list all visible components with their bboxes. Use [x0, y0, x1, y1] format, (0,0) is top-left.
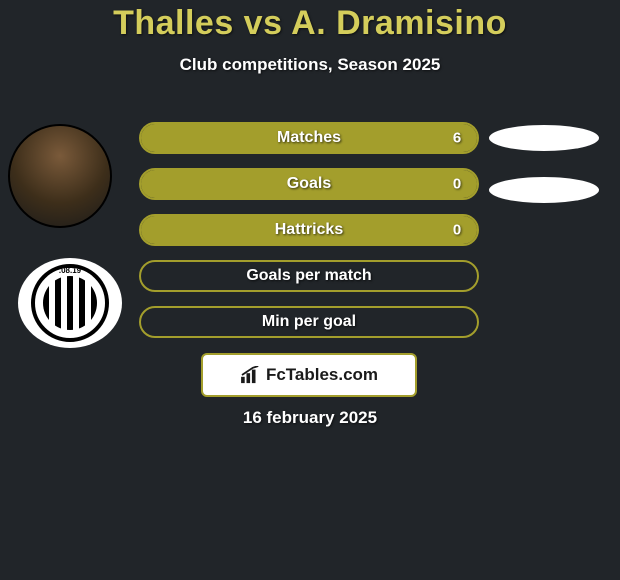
- stat-label: Min per goal: [141, 313, 477, 331]
- crest-top-text: .08.19: [35, 266, 105, 276]
- stat-value-right: 0: [437, 176, 477, 193]
- stat-value-right: 0: [437, 222, 477, 239]
- brand-text: FcTables.com: [266, 365, 378, 385]
- brand-logo-icon: [240, 366, 262, 384]
- player2-indicator-2: [489, 177, 599, 203]
- stat-label: Hattricks: [141, 221, 477, 239]
- stat-label: Goals: [141, 175, 477, 193]
- subtitle: Club competitions, Season 2025: [0, 55, 620, 75]
- stat-label: Goals per match: [141, 267, 477, 285]
- stat-row: Goals0: [139, 168, 479, 200]
- player1-avatar: [8, 124, 112, 228]
- stats-container: Matches6Goals0Hattricks0Goals per matchM…: [139, 122, 479, 352]
- player2-indicator-1: [489, 125, 599, 151]
- date-text: 16 february 2025: [0, 408, 620, 428]
- brand-box: FcTables.com: [201, 353, 417, 397]
- stat-row: Goals per match: [139, 260, 479, 292]
- stat-value-right: 6: [437, 130, 477, 147]
- club-crest-icon: .08.19: [31, 264, 109, 342]
- player2-club-crest: .08.19: [18, 258, 122, 348]
- stat-row: Hattricks0: [139, 214, 479, 246]
- stat-row: Matches6: [139, 122, 479, 154]
- stat-label: Matches: [141, 129, 477, 147]
- page-title: Thalles vs A. Dramisino: [0, 0, 620, 43]
- stat-row: Min per goal: [139, 306, 479, 338]
